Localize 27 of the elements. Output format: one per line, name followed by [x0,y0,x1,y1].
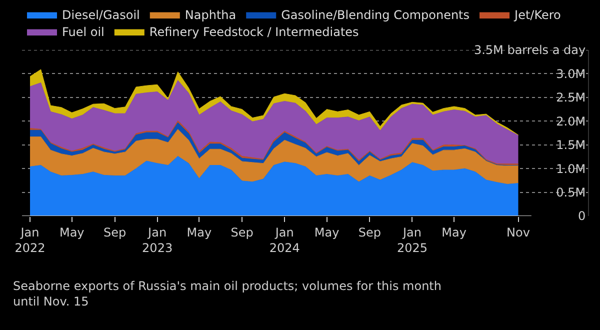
legend-label: Gasoline/Blending Components [281,8,470,22]
x-tick-label: May [314,225,340,240]
x-tick-label: May [59,225,84,240]
y-tick-label: 0 [578,209,586,224]
y-tick-label: 2.5M [556,90,586,105]
x-tick-label: May [186,225,212,240]
y-tick-label: 3.5M barrels a day [474,43,586,58]
legend-label: Naphtha [184,8,236,22]
x-tick-label: Jan 2024 [269,225,300,255]
x-tick-label: Jan 2025 [396,225,428,255]
legend-label: Fuel oil [62,25,104,40]
y-tick-label: 3.0M [556,66,586,81]
x-tick-label: Sep [230,225,254,240]
x-tick-label: Nov [506,225,530,240]
legend-label: Jet/Kero [514,8,561,22]
y-tick-label: 0.5M [556,185,586,200]
y-tick-label: 1.5M [556,138,586,152]
legend-label: Diesel/Gasoil [62,8,140,22]
x-tick-label: Sep [358,225,382,240]
x-tick-label: Sep [103,225,126,240]
x-tick-label: Jan 2023 [142,225,173,255]
x-tick-label: May [442,225,466,240]
legend-label: Refinery Feedstock / Intermediates [149,25,359,40]
y-tick-label: 2.0M [556,114,586,128]
y-tick-label: 1.0M [556,162,586,176]
text: Seaborne exports of Russia's main oil products; volumes for this month until Nov. 15 [13,279,442,309]
x-tick-label: Jan 2022 [14,225,46,255]
